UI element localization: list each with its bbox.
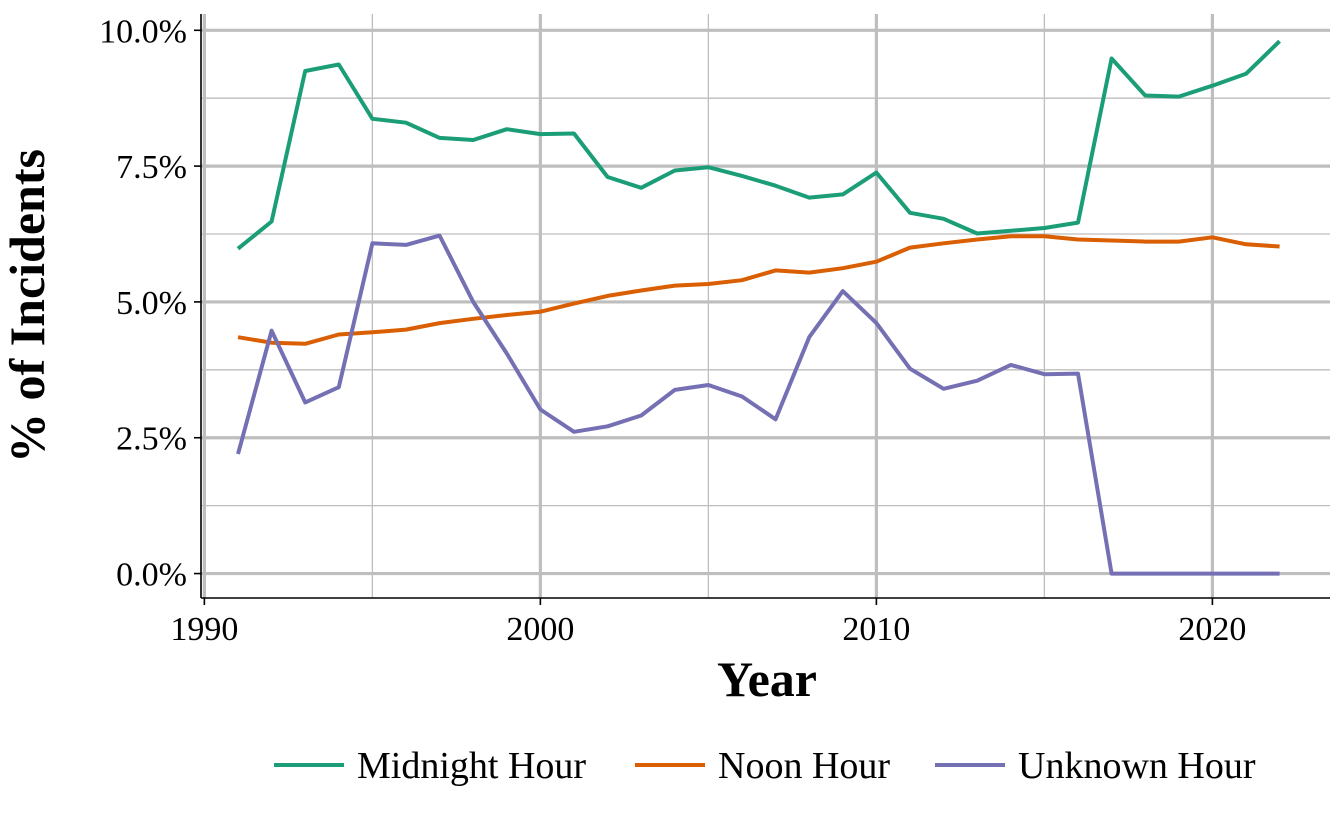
series-line-unknown-hour — [236, 233, 1280, 576]
legend-item-noon-hour: Noon Hour — [635, 745, 890, 787]
legend: Midnight Hour Noon Hour Unknown Hour — [274, 745, 1256, 787]
y-tick-label: 5.0% — [116, 285, 187, 322]
legend-item-unknown-hour: Unknown Hour — [935, 745, 1256, 787]
y-tick-label: 7.5% — [116, 149, 187, 186]
x-tick-label: 2010 — [842, 611, 910, 648]
x-axis-title: Year — [717, 651, 817, 707]
series-line-noon-hour — [237, 234, 1280, 346]
grid — [201, 14, 1330, 598]
series-lines — [236, 39, 1281, 576]
legend-label: Unknown Hour — [1018, 745, 1256, 787]
y-tick-label: 10.0% — [99, 13, 187, 50]
x-tick-label: 2020 — [1178, 611, 1246, 648]
y-axis-title: % of Incidents — [0, 149, 55, 463]
legend-label: Midnight Hour — [357, 745, 586, 787]
x-tick-label: 2000 — [506, 611, 574, 648]
axes — [194, 14, 1330, 605]
y-tick-label: 2.5% — [116, 421, 187, 458]
series-line-midnight-hour — [236, 39, 1281, 251]
legend-label: Noon Hour — [718, 745, 890, 787]
y-tick-label: 0.0% — [116, 557, 187, 594]
legend-item-midnight-hour: Midnight Hour — [274, 745, 586, 787]
tick-labels: 1990 2000 2010 2020 0.0% 2.5% 5.0% 7.5% 10.0% — [99, 13, 1246, 648]
x-tick-label: 1990 — [170, 611, 238, 648]
